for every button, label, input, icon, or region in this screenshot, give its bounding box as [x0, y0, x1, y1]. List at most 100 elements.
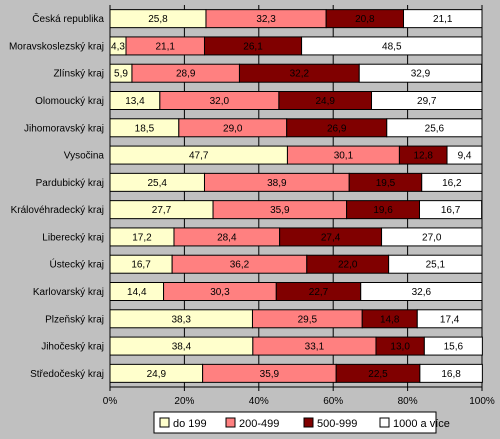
segment-value-label: 33,1	[305, 342, 325, 353]
segment-value-label: 28,9	[176, 69, 196, 80]
segment-value-label: 16,7	[441, 205, 461, 216]
segment-value-label: 12,8	[413, 151, 433, 162]
segment-value-label: 24,9	[315, 96, 335, 107]
segment-value-label: 26,9	[327, 123, 347, 134]
segment-value-label: 17,2	[132, 232, 152, 243]
legend-label: 200-499	[239, 418, 279, 430]
x-tick-label: 40%	[249, 396, 269, 407]
segment-value-label: 25,8	[148, 14, 168, 25]
segment-value-label: 16,2	[442, 178, 462, 189]
legend-swatch	[303, 417, 314, 428]
legend-label: 500-999	[317, 418, 357, 430]
bar-segment	[421, 172, 483, 192]
category-label: Moravskoslezský kraj	[9, 41, 104, 52]
bar-segment	[301, 36, 483, 56]
segment-value-label: 5,9	[114, 69, 128, 80]
segment-value-label: 21,1	[156, 41, 176, 52]
legend-swatch	[225, 417, 236, 428]
segment-value-label: 19,6	[373, 205, 393, 216]
x-tick-label: 60%	[323, 396, 343, 407]
segment-value-label: 25,6	[425, 123, 445, 134]
bar-segment	[358, 63, 483, 83]
segment-value-label: 14,8	[380, 314, 400, 325]
bar-segment	[381, 227, 483, 247]
bars-group	[109, 9, 483, 383]
segment-value-label: 29,5	[298, 314, 318, 325]
category-label: Ústecký kraj	[50, 258, 104, 271]
segment-value-label: 29,0	[223, 123, 243, 134]
bar-segment	[416, 309, 483, 329]
segment-value-label: 9,4	[458, 151, 472, 162]
segment-value-label: 35,9	[270, 205, 290, 216]
legend-swatch	[379, 417, 390, 428]
x-tick-label: 0%	[103, 396, 118, 407]
segment-value-label: 32,3	[256, 14, 276, 25]
segment-value-label: 19,5	[376, 178, 396, 189]
bar-segment	[371, 91, 483, 110]
category-label: Pardubický kraj	[36, 178, 104, 189]
x-tick-label: 20%	[174, 396, 194, 407]
x-axis-ticks-group: 0% 20% 40% 60% 80% 100%	[103, 387, 495, 407]
x-tick-label: 100%	[469, 396, 495, 407]
segment-value-label: 26,1	[243, 41, 263, 52]
segment-value-label: 35,9	[260, 369, 280, 380]
segment-value-label: 15,6	[444, 342, 464, 353]
segment-value-label: 30,1	[334, 151, 354, 162]
segment-value-label: 22,0	[338, 260, 358, 271]
segment-value-label: 25,1	[426, 260, 446, 271]
legend: do 199 200-499 500-999 1000 a více	[153, 411, 450, 434]
x-tick-label: 80%	[398, 396, 418, 407]
segment-value-label: 22,5	[368, 369, 388, 380]
segment-value-label: 14,4	[127, 287, 147, 298]
legend-box	[153, 411, 437, 434]
segment-value-label: 16,8	[441, 369, 461, 380]
plot-background	[110, 5, 482, 387]
segment-value-label: 27,7	[152, 205, 172, 216]
category-label: Královéhradecký kraj	[11, 205, 104, 216]
category-labels-group: Česká republika Moravskoslezský kraj Zlíns…	[9, 12, 104, 380]
segment-value-label: 32,2	[290, 69, 310, 80]
category-label: Vysočina	[64, 151, 105, 162]
category-label: Zlínský kraj	[53, 69, 104, 80]
segment-value-label: 38,9	[267, 178, 287, 189]
bar-segment	[446, 145, 483, 165]
category-label: Plzeňský kraj	[45, 314, 104, 325]
segment-value-label: 32,0	[210, 96, 230, 107]
segment-value-label: 36,2	[230, 260, 250, 271]
segment-value-label: 13,4	[125, 96, 145, 107]
category-label: Středočeský kraj	[30, 369, 104, 380]
bar-segment	[386, 118, 483, 138]
bar-segment	[360, 282, 483, 301]
bar-segment	[419, 363, 483, 383]
category-label: Karlovarský kraj	[33, 287, 104, 298]
segment-value-label: 29,7	[417, 96, 437, 107]
segment-value-label: 21,1	[433, 14, 453, 25]
segment-value-label: 38,4	[172, 342, 192, 353]
segment-value-label: 32,9	[411, 69, 431, 80]
legend-swatch	[159, 417, 170, 428]
category-label: Jihomoravský kraj	[24, 123, 104, 134]
segment-value-label: 18,5	[135, 123, 155, 134]
segment-value-label: 22,7	[309, 287, 329, 298]
segment-value-label: 30,3	[210, 287, 230, 298]
bar-segment	[419, 200, 483, 220]
segment-value-label: 20,8	[355, 14, 375, 25]
segment-value-label: 16,7	[131, 260, 151, 271]
segment-value-label: 32,6	[412, 287, 432, 298]
legend-label: do 199	[173, 418, 207, 430]
bar-segment	[423, 336, 483, 356]
segment-value-label: 17,4	[440, 314, 460, 325]
segment-value-label: 38,3	[172, 314, 192, 325]
bar-segment	[388, 254, 483, 274]
segment-value-label: 27,0	[422, 232, 442, 243]
segment-labels-group: 25,8 32,3 20,8 21,1 4,3 21,1 26,1 48,5 5,9 28,9 32…	[111, 14, 472, 380]
category-label: Česká republika	[32, 12, 104, 25]
segment-value-label: 27,4	[321, 232, 341, 243]
segment-value-label: 28,4	[217, 232, 237, 243]
segment-value-label: 25,4	[148, 178, 168, 189]
category-label: Olomoucký kraj	[35, 96, 104, 107]
segment-value-label: 24,9	[147, 369, 167, 380]
category-label: Liberecký kraj	[42, 232, 104, 243]
segment-value-label: 13,0	[390, 342, 410, 353]
